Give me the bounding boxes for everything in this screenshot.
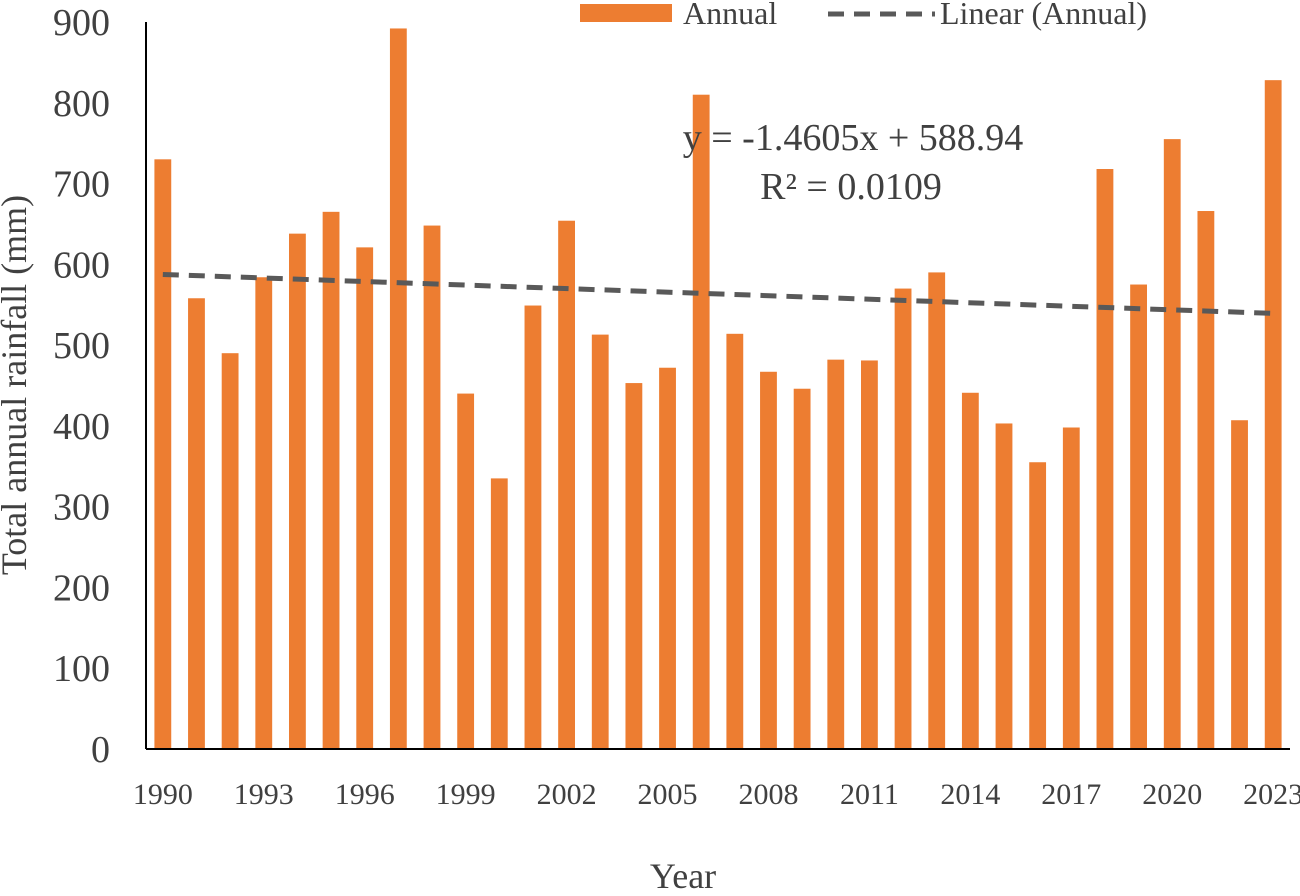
bar-1990: [154, 159, 172, 750]
bar-2005: [659, 367, 676, 749]
x-tick-2020: 2020: [1142, 778, 1202, 811]
bar-2018: [1096, 169, 1114, 749]
bar-2014: [961, 392, 979, 749]
bar-1992: [221, 353, 239, 749]
bar-2015: [995, 423, 1013, 749]
bar-1997: [389, 28, 407, 750]
x-tick-2023: 2023: [1243, 778, 1300, 811]
bar-2022: [1231, 420, 1248, 749]
bar-1998: [423, 225, 441, 749]
x-tick-2002: 2002: [537, 778, 597, 811]
legend-label-linear: Linear (Annual): [940, 0, 1147, 31]
bar-2023: [1264, 80, 1282, 749]
bar-2000: [490, 478, 508, 749]
trendline: [162, 271, 1274, 316]
bar-1993: [255, 277, 273, 749]
bar-2008: [760, 371, 777, 749]
bar-2001: [524, 305, 542, 749]
bar-2006: [692, 94, 710, 749]
bar-2010: [827, 359, 845, 749]
x-tick-1993: 1993: [234, 778, 294, 811]
bar-1995: [322, 211, 340, 750]
x-tick-1996: 1996: [335, 778, 395, 811]
bar-2013: [928, 272, 946, 749]
bar-2003: [591, 334, 609, 749]
x-tick-2011: 2011: [840, 778, 899, 811]
y-tick-500: 500: [53, 325, 110, 367]
y-tick-600: 600: [53, 244, 110, 286]
x-tick-1990: 1990: [133, 778, 193, 811]
x-tick-2008: 2008: [738, 778, 798, 811]
bar-2004: [625, 383, 643, 749]
x-tick-2005: 2005: [638, 778, 698, 811]
bar-2021: [1197, 211, 1215, 749]
x-tick-2017: 2017: [1041, 778, 1101, 811]
bar-2016: [1029, 462, 1047, 749]
trend-r-squared: R² = 0.0109: [760, 166, 942, 208]
trend-equation: y = -1.4605x + 588.94: [683, 117, 1024, 159]
legend-swatch-annual: [580, 4, 672, 22]
legend: Annual Linear (Annual): [580, 0, 1147, 31]
y-tick-900: 900: [53, 2, 110, 44]
x-tick-labels: 1990 1993 1996 1999 2002 2005 2008 2011 2014 2017…: [133, 778, 1300, 811]
x-tick-2014: 2014: [940, 778, 1000, 811]
y-tick-labels: 0 100 200 300 400 500 600 700 800 900: [53, 2, 110, 771]
bar-2017: [1062, 427, 1080, 749]
y-axis-title: Total annual rainfall (mm): [0, 195, 34, 575]
bar-1996: [356, 247, 374, 749]
legend-label-annual: Annual: [683, 0, 777, 31]
bar-2020: [1163, 139, 1181, 749]
bar-2002: [558, 220, 575, 750]
bar-2009: [793, 388, 811, 749]
y-tick-400: 400: [53, 406, 110, 448]
bar-2011: [861, 360, 878, 749]
y-tick-0: 0: [91, 729, 110, 771]
x-tick-1999: 1999: [436, 778, 496, 811]
y-tick-100: 100: [53, 648, 110, 690]
bar-2012: [894, 288, 912, 749]
bar-1994: [289, 233, 306, 750]
bar-2007: [726, 333, 744, 749]
x-axis-title: Year: [650, 856, 716, 896]
bar-1991: [188, 298, 205, 749]
y-tick-300: 300: [53, 487, 110, 529]
y-tick-700: 700: [53, 164, 110, 206]
bars-group: [154, 28, 1282, 750]
y-tick-800: 800: [53, 83, 110, 125]
bar-1999: [457, 393, 475, 749]
y-tick-200: 200: [53, 567, 110, 609]
bar-2019: [1130, 284, 1147, 749]
